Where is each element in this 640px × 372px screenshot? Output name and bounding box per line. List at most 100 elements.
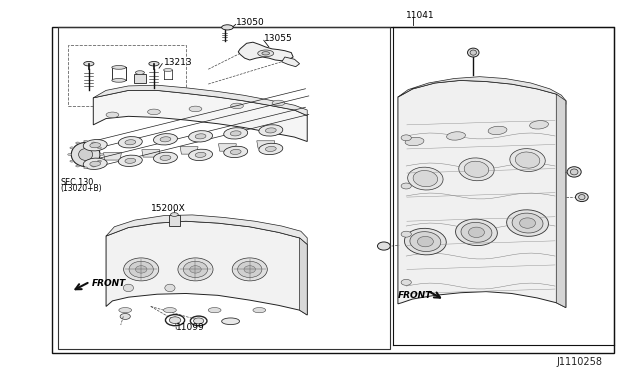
Ellipse shape bbox=[575, 193, 588, 202]
Ellipse shape bbox=[112, 78, 126, 82]
Ellipse shape bbox=[459, 158, 494, 181]
Ellipse shape bbox=[401, 183, 412, 189]
Ellipse shape bbox=[266, 147, 276, 151]
Text: SEC.130: SEC.130 bbox=[60, 178, 93, 187]
Ellipse shape bbox=[97, 147, 101, 149]
Ellipse shape bbox=[154, 134, 177, 145]
Ellipse shape bbox=[224, 146, 248, 158]
Ellipse shape bbox=[512, 213, 543, 233]
Ellipse shape bbox=[189, 131, 212, 142]
Ellipse shape bbox=[83, 158, 107, 169]
Ellipse shape bbox=[68, 154, 72, 155]
Text: 13050: 13050 bbox=[236, 19, 264, 28]
Ellipse shape bbox=[230, 131, 241, 136]
Ellipse shape bbox=[160, 137, 171, 142]
Ellipse shape bbox=[468, 227, 484, 237]
Ellipse shape bbox=[119, 308, 132, 313]
Polygon shape bbox=[218, 144, 236, 151]
Ellipse shape bbox=[92, 142, 95, 144]
Polygon shape bbox=[238, 42, 293, 61]
Ellipse shape bbox=[417, 236, 433, 247]
Ellipse shape bbox=[90, 161, 100, 166]
Ellipse shape bbox=[461, 222, 492, 242]
Ellipse shape bbox=[136, 266, 147, 273]
Ellipse shape bbox=[84, 167, 88, 169]
Bar bbox=[134, 74, 147, 83]
Bar bbox=[68, 45, 186, 106]
Ellipse shape bbox=[165, 284, 175, 292]
Ellipse shape bbox=[90, 143, 100, 148]
Polygon shape bbox=[398, 80, 566, 308]
Text: J1110258: J1110258 bbox=[556, 357, 602, 367]
Ellipse shape bbox=[244, 266, 255, 273]
Ellipse shape bbox=[464, 161, 489, 177]
Ellipse shape bbox=[410, 232, 441, 251]
Ellipse shape bbox=[97, 160, 101, 162]
Ellipse shape bbox=[230, 103, 243, 109]
Polygon shape bbox=[257, 141, 275, 148]
Ellipse shape bbox=[258, 50, 274, 57]
Ellipse shape bbox=[71, 142, 100, 167]
Ellipse shape bbox=[488, 126, 507, 135]
Ellipse shape bbox=[221, 25, 233, 30]
Polygon shape bbox=[300, 238, 307, 315]
Ellipse shape bbox=[567, 167, 581, 177]
Ellipse shape bbox=[125, 158, 136, 163]
Ellipse shape bbox=[232, 258, 268, 281]
Ellipse shape bbox=[195, 134, 206, 139]
Text: FRONT: FRONT bbox=[92, 279, 125, 288]
Ellipse shape bbox=[253, 308, 266, 313]
Polygon shape bbox=[556, 94, 566, 308]
Ellipse shape bbox=[266, 128, 276, 133]
Ellipse shape bbox=[221, 318, 239, 325]
Ellipse shape bbox=[154, 152, 177, 164]
Ellipse shape bbox=[76, 165, 79, 167]
Polygon shape bbox=[398, 77, 566, 105]
Ellipse shape bbox=[401, 279, 412, 285]
Ellipse shape bbox=[470, 50, 476, 55]
Ellipse shape bbox=[106, 112, 119, 118]
Ellipse shape bbox=[70, 147, 74, 149]
Polygon shape bbox=[180, 147, 198, 154]
Ellipse shape bbox=[120, 314, 131, 320]
Ellipse shape bbox=[83, 140, 107, 151]
Ellipse shape bbox=[124, 284, 134, 292]
Text: 13213: 13213 bbox=[164, 58, 192, 67]
Bar bbox=[58, 27, 390, 349]
Text: 13055: 13055 bbox=[264, 34, 292, 43]
Ellipse shape bbox=[259, 125, 283, 136]
Ellipse shape bbox=[79, 148, 93, 160]
Ellipse shape bbox=[92, 165, 95, 167]
Ellipse shape bbox=[171, 213, 178, 217]
Ellipse shape bbox=[467, 48, 479, 57]
Ellipse shape bbox=[456, 219, 497, 246]
Ellipse shape bbox=[70, 160, 74, 162]
Ellipse shape bbox=[100, 154, 104, 155]
Ellipse shape bbox=[164, 308, 176, 313]
Ellipse shape bbox=[193, 318, 204, 324]
Ellipse shape bbox=[189, 266, 201, 273]
Ellipse shape bbox=[408, 167, 443, 190]
Ellipse shape bbox=[401, 231, 412, 237]
Ellipse shape bbox=[510, 149, 545, 171]
Ellipse shape bbox=[164, 68, 173, 71]
Ellipse shape bbox=[149, 61, 159, 66]
Polygon shape bbox=[93, 85, 307, 116]
Text: FRONT: FRONT bbox=[398, 291, 432, 300]
Bar bbox=[52, 27, 614, 353]
Ellipse shape bbox=[401, 135, 412, 141]
Ellipse shape bbox=[262, 52, 269, 55]
Polygon shape bbox=[104, 153, 122, 160]
Ellipse shape bbox=[118, 155, 142, 166]
Ellipse shape bbox=[84, 140, 88, 142]
Ellipse shape bbox=[579, 195, 585, 200]
Ellipse shape bbox=[515, 152, 540, 168]
Ellipse shape bbox=[195, 152, 206, 157]
Ellipse shape bbox=[178, 258, 213, 281]
Ellipse shape bbox=[125, 140, 136, 145]
Ellipse shape bbox=[112, 65, 126, 69]
Ellipse shape bbox=[170, 317, 180, 324]
Ellipse shape bbox=[118, 137, 142, 148]
Polygon shape bbox=[282, 57, 300, 67]
Ellipse shape bbox=[272, 100, 285, 106]
